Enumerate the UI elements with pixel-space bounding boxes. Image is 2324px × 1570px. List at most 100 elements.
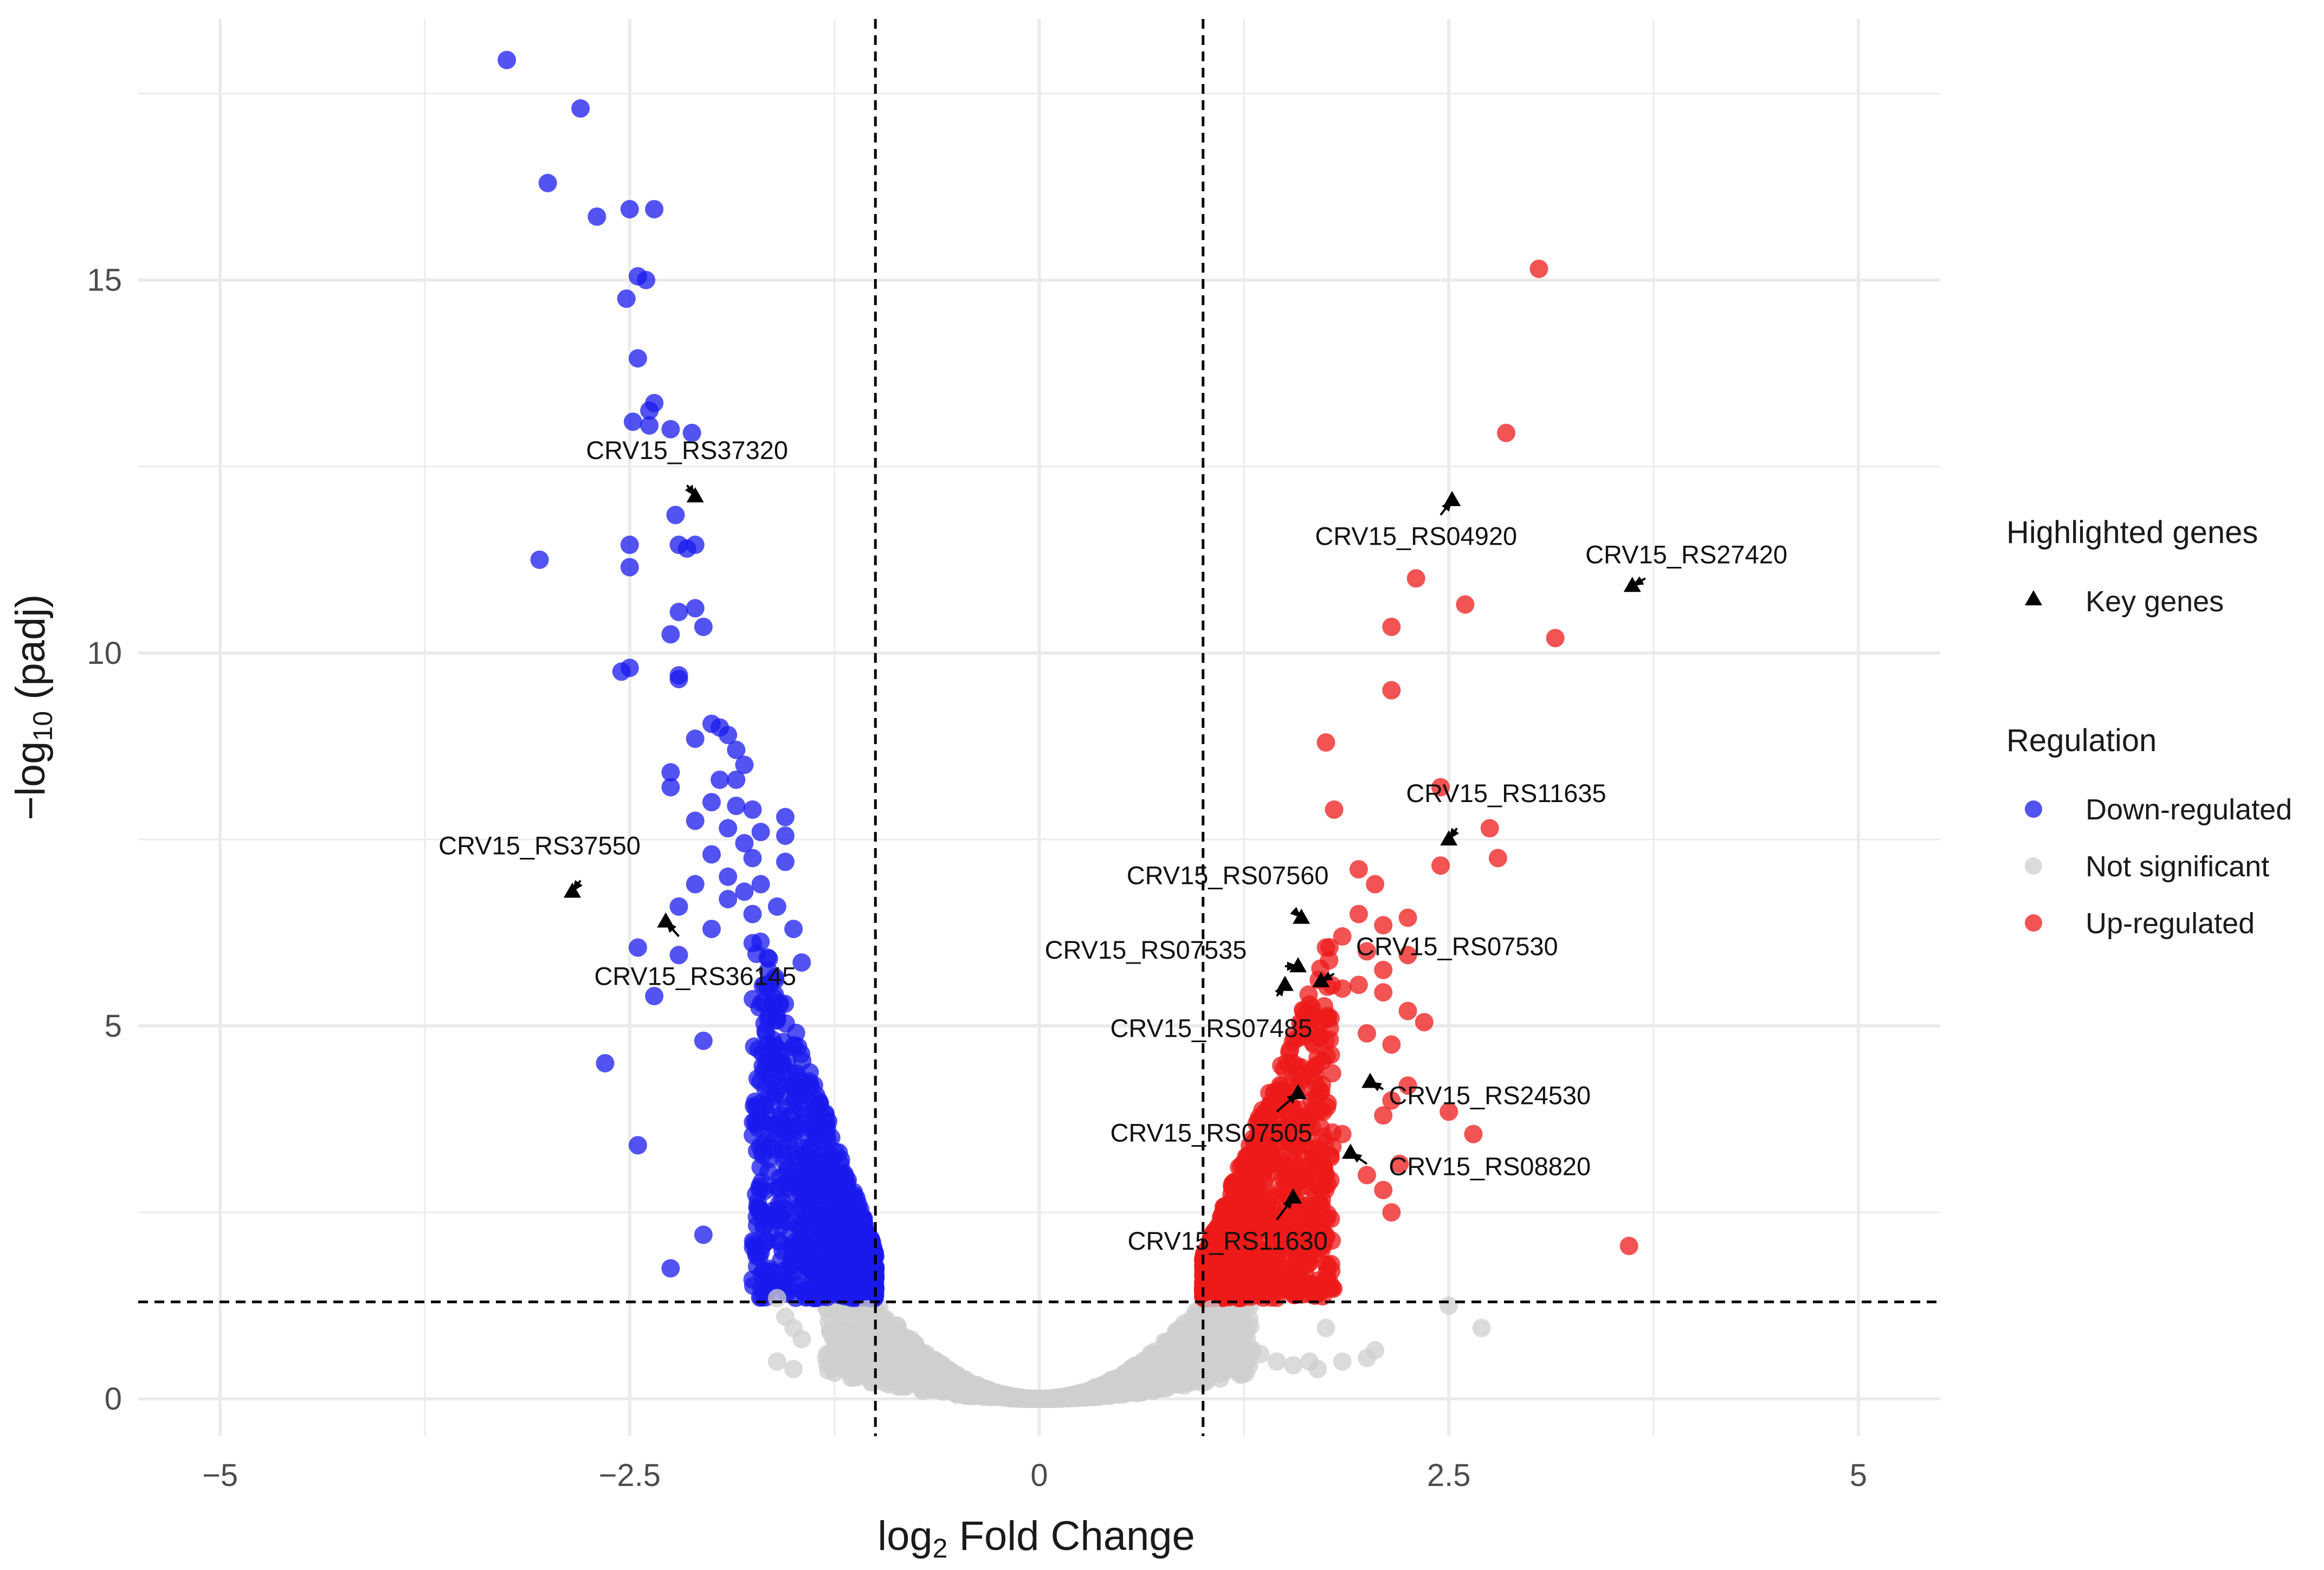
key-gene-marker bbox=[1623, 577, 1641, 592]
down-point bbox=[817, 1222, 836, 1241]
x-tick-label: −2.5 bbox=[599, 1458, 661, 1493]
down-point bbox=[801, 1203, 820, 1222]
key-gene-label: CRV15_RS07485 bbox=[1110, 1014, 1312, 1043]
down-point bbox=[666, 506, 685, 525]
ns-point bbox=[792, 1330, 811, 1349]
key-gene-arrowhead bbox=[1350, 1153, 1363, 1163]
ns-point bbox=[899, 1356, 918, 1375]
down-point bbox=[819, 1257, 838, 1276]
down-point bbox=[751, 875, 770, 894]
down-point bbox=[719, 726, 738, 745]
down-point bbox=[806, 1153, 825, 1172]
legend: Highlighted genes Key genes Regulation D… bbox=[2006, 515, 2292, 940]
down-point bbox=[617, 289, 636, 308]
down-point bbox=[827, 1207, 845, 1226]
up-point bbox=[1302, 1222, 1321, 1241]
down-point bbox=[750, 1177, 769, 1196]
down-point bbox=[640, 401, 659, 420]
down-point bbox=[766, 1116, 785, 1135]
x-tick-label: 0 bbox=[1030, 1458, 1048, 1493]
down-point bbox=[766, 971, 785, 990]
down-point bbox=[755, 1133, 774, 1152]
down-point bbox=[702, 793, 721, 812]
legend-label-key-genes: Key genes bbox=[2086, 585, 2224, 618]
ns-point bbox=[882, 1345, 901, 1364]
down-point bbox=[669, 666, 688, 685]
down-point bbox=[640, 416, 659, 435]
down-point bbox=[530, 550, 549, 569]
y-tick-label: 10 bbox=[87, 636, 122, 671]
down-point bbox=[719, 819, 738, 838]
legend-label-ns: Not significant bbox=[2086, 850, 2269, 883]
down-point bbox=[764, 1271, 783, 1290]
key-gene-arrowhead bbox=[1442, 500, 1452, 512]
down-point bbox=[628, 349, 647, 368]
up-point bbox=[1415, 1013, 1434, 1032]
key-gene-marker bbox=[1293, 908, 1311, 924]
up-point bbox=[1242, 1145, 1261, 1164]
up-point bbox=[1260, 1189, 1279, 1208]
down-point bbox=[711, 770, 730, 789]
down-point bbox=[783, 1076, 802, 1095]
y-tick-label: 15 bbox=[87, 263, 122, 298]
up-point bbox=[1398, 1076, 1417, 1095]
ns-point bbox=[1235, 1311, 1254, 1330]
down-point bbox=[719, 890, 738, 909]
up-point bbox=[1431, 856, 1450, 875]
legend-label-up: Up-regulated bbox=[2086, 907, 2255, 940]
down-point bbox=[781, 1181, 800, 1200]
up-point bbox=[1308, 1087, 1327, 1106]
up-point bbox=[1267, 1248, 1286, 1267]
up-point bbox=[1305, 1205, 1324, 1224]
down-point bbox=[735, 882, 754, 901]
up-point bbox=[1333, 1125, 1352, 1143]
x-axis-title-base: log bbox=[877, 1513, 932, 1559]
up-point bbox=[1284, 1218, 1303, 1237]
down-point bbox=[791, 1218, 810, 1237]
up-point bbox=[1406, 569, 1425, 588]
down-point bbox=[743, 800, 762, 819]
down-point bbox=[596, 1054, 615, 1072]
up-point bbox=[1374, 1180, 1393, 1199]
ns-point bbox=[1163, 1352, 1182, 1371]
key-gene-label: CRV15_RS07535 bbox=[1045, 935, 1247, 964]
down-point bbox=[767, 897, 786, 916]
up-point bbox=[1225, 1239, 1244, 1258]
down-point bbox=[727, 740, 746, 759]
down-point bbox=[769, 1040, 788, 1059]
ns-point bbox=[825, 1364, 844, 1382]
x-tick-label: 2.5 bbox=[1427, 1458, 1471, 1493]
down-point bbox=[628, 1136, 647, 1155]
legend-ns-marker bbox=[2025, 857, 2042, 875]
ns-point bbox=[858, 1300, 877, 1319]
legend-key-genes-marker bbox=[2025, 590, 2042, 605]
down-point bbox=[694, 1031, 713, 1050]
up-point bbox=[1366, 875, 1385, 894]
down-point bbox=[620, 199, 639, 218]
down-point bbox=[498, 50, 517, 69]
down-point bbox=[805, 1095, 824, 1114]
down-point bbox=[864, 1268, 883, 1287]
up-point bbox=[1382, 681, 1401, 700]
down-point bbox=[686, 729, 705, 748]
x-axis-title: log2 Fold Change bbox=[877, 1513, 1195, 1563]
key-gene-arrowhead bbox=[1287, 961, 1299, 971]
legend-title-highlighted: Highlighted genes bbox=[2006, 515, 2258, 550]
ns-point bbox=[959, 1381, 978, 1400]
up-point bbox=[1358, 942, 1377, 961]
up-point bbox=[1244, 1221, 1263, 1240]
y-axis-title: −log10 (padj) bbox=[8, 595, 58, 820]
up-point bbox=[1280, 1105, 1299, 1124]
up-point bbox=[1266, 1229, 1284, 1248]
y-axis-title-rest: (padj) bbox=[8, 595, 54, 711]
down-point bbox=[645, 986, 664, 1005]
up-point bbox=[1358, 1166, 1377, 1185]
down-point bbox=[694, 617, 713, 636]
up-point bbox=[1271, 1147, 1290, 1166]
up-point bbox=[1496, 423, 1515, 442]
down-point bbox=[794, 1139, 813, 1158]
ns-point bbox=[1040, 1389, 1058, 1408]
key-gene-arrowhead bbox=[1370, 1082, 1382, 1091]
down-point bbox=[765, 1087, 784, 1106]
